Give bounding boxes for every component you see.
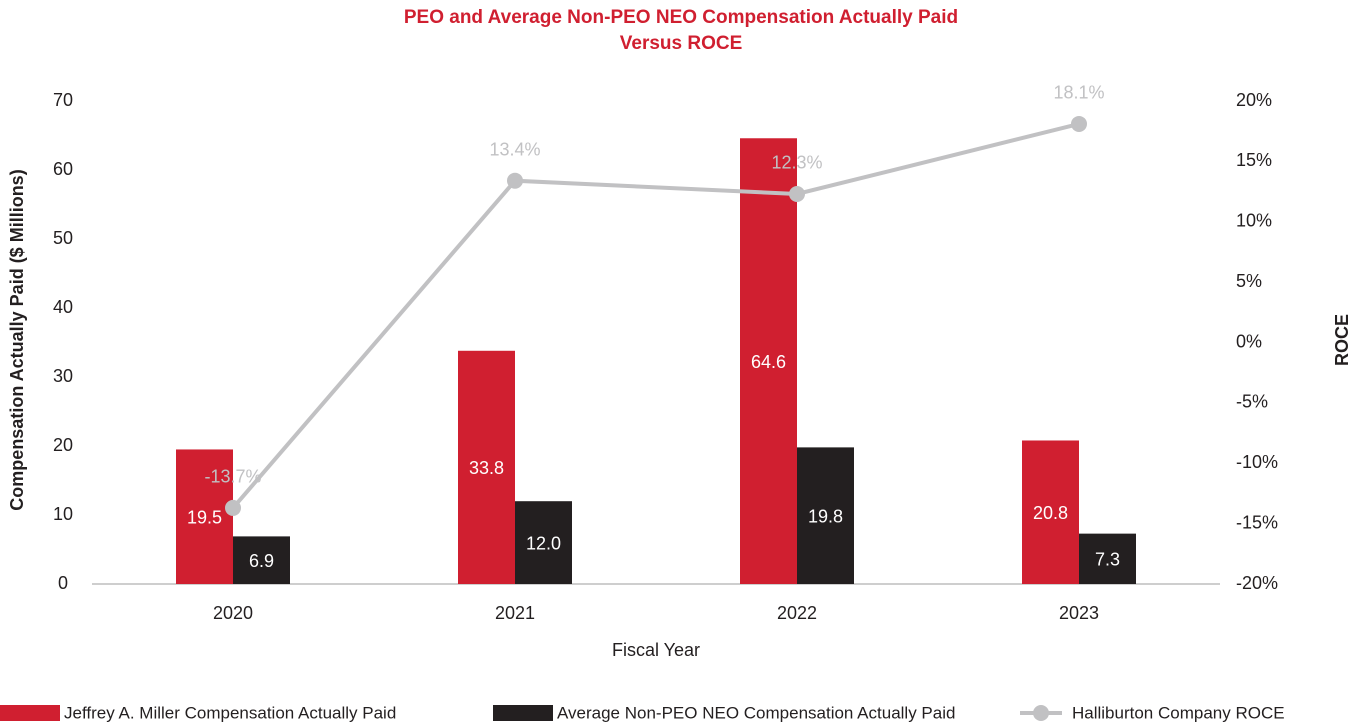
x-tick-label: 2022 (777, 603, 817, 623)
chart-title: Versus ROCE (620, 33, 743, 54)
legend-label: Jeffrey A. Miller Compensation Actually … (64, 703, 396, 722)
bar (740, 138, 797, 584)
line-point (225, 499, 241, 516)
y2-axis-title: ROCE (1332, 314, 1352, 366)
y2-tick-label: 10% (1236, 211, 1272, 231)
bar (1079, 533, 1136, 584)
bar-value-label: 7.3 (1095, 550, 1120, 570)
x-axis-title: Fiscal Year (612, 640, 700, 660)
line-point (507, 172, 523, 189)
line-point (789, 185, 805, 202)
bar-value-label: 64.6 (751, 352, 786, 372)
y2-tick-label: -10% (1236, 452, 1278, 472)
chart-title: PEO and Average Non-PEO NEO Compensation… (404, 7, 958, 28)
y-tick-label: 20 (53, 435, 73, 455)
legend-label: Average Non-PEO NEO Compensation Actuall… (557, 703, 955, 722)
legend-swatch (1033, 705, 1049, 721)
line-value-label: 12.3% (771, 153, 822, 173)
line-value-label: 18.1% (1053, 83, 1104, 103)
bar (515, 501, 572, 584)
y-tick-label: 10 (53, 504, 73, 524)
y-tick-label: 70 (53, 90, 73, 110)
y-tick-label: 50 (53, 228, 73, 248)
y2-tick-label: -15% (1236, 512, 1278, 532)
bar (458, 350, 515, 584)
x-tick-label: 2020 (213, 603, 253, 623)
bar-value-label: 20.8 (1033, 503, 1068, 523)
y2-tick-label: 15% (1236, 150, 1272, 170)
bar-value-label: 33.8 (469, 458, 504, 478)
y2-tick-label: 20% (1236, 90, 1272, 110)
y-tick-label: 0 (58, 573, 68, 593)
line-point (1071, 115, 1087, 132)
y-tick-label: 30 (53, 366, 73, 386)
y-tick-label: 60 (53, 159, 73, 179)
y2-tick-label: -5% (1236, 392, 1268, 412)
bar-value-label: 19.5 (187, 507, 222, 527)
bar (233, 536, 290, 584)
y-tick-label: 40 (53, 297, 73, 317)
bar (797, 447, 854, 584)
bar (1022, 440, 1079, 584)
y2-tick-label: 0% (1236, 331, 1262, 351)
line-value-label: -13.7% (204, 467, 261, 487)
bar (176, 449, 233, 584)
line-value-label: 13.4% (489, 139, 540, 159)
x-tick-label: 2021 (495, 603, 535, 623)
y2-tick-label: -20% (1236, 573, 1278, 593)
y2-tick-label: 5% (1236, 271, 1262, 291)
bar-value-label: 12.0 (526, 533, 561, 553)
y-axis-title: Compensation Actually Paid ($ Millions) (7, 169, 27, 510)
bar-value-label: 6.9 (249, 551, 274, 571)
line (231, 122, 1080, 510)
legend-label: Halliburton Company ROCE (1072, 703, 1285, 722)
x-tick-label: 2023 (1059, 603, 1099, 623)
legend-swatch (0, 705, 60, 721)
bar-value-label: 19.8 (808, 506, 843, 526)
legend-swatch (493, 705, 553, 721)
